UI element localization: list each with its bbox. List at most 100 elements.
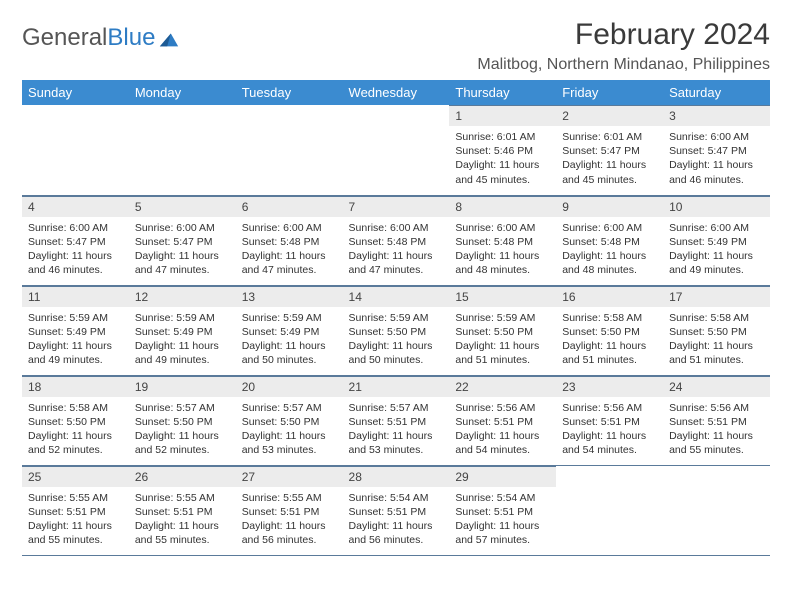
day-header: Wednesday (343, 80, 450, 105)
calendar-day-cell: 1Sunrise: 6:01 AMSunset: 5:46 PMDaylight… (449, 105, 556, 195)
calendar-day-cell: 27Sunrise: 5:55 AMSunset: 5:51 PMDayligh… (236, 465, 343, 555)
sunrise-line: Sunrise: 5:54 AM (455, 491, 550, 505)
sunset-line: Sunset: 5:50 PM (349, 325, 444, 339)
day-data: Sunrise: 6:00 AMSunset: 5:48 PMDaylight:… (343, 217, 450, 284)
sunrise-line: Sunrise: 5:55 AM (242, 491, 337, 505)
sunrise-line: Sunrise: 6:00 AM (669, 130, 764, 144)
day-number: 29 (449, 466, 556, 487)
day-number: 23 (556, 376, 663, 397)
daylight-line: Daylight: 11 hours and 52 minutes. (28, 429, 123, 457)
day-data: Sunrise: 5:56 AMSunset: 5:51 PMDaylight:… (663, 397, 770, 464)
calendar-day-cell: 23Sunrise: 5:56 AMSunset: 5:51 PMDayligh… (556, 375, 663, 465)
day-data: Sunrise: 6:00 AMSunset: 5:48 PMDaylight:… (236, 217, 343, 284)
calendar-empty-cell (663, 465, 770, 555)
daylight-line: Daylight: 11 hours and 46 minutes. (28, 249, 123, 277)
calendar-day-cell: 12Sunrise: 5:59 AMSunset: 5:49 PMDayligh… (129, 285, 236, 375)
daylight-line: Daylight: 11 hours and 55 minutes. (135, 519, 230, 547)
sunset-line: Sunset: 5:50 PM (28, 415, 123, 429)
sunset-line: Sunset: 5:50 PM (135, 415, 230, 429)
logo-triangle-icon (158, 28, 180, 50)
sunrise-line: Sunrise: 6:00 AM (349, 221, 444, 235)
sunset-line: Sunset: 5:46 PM (455, 144, 550, 158)
day-number: 13 (236, 286, 343, 307)
sunset-line: Sunset: 5:47 PM (28, 235, 123, 249)
calendar-day-cell: 22Sunrise: 5:56 AMSunset: 5:51 PMDayligh… (449, 375, 556, 465)
day-data: Sunrise: 6:00 AMSunset: 5:47 PMDaylight:… (663, 126, 770, 193)
day-number: 27 (236, 466, 343, 487)
day-number: 8 (449, 196, 556, 217)
sunrise-line: Sunrise: 5:56 AM (562, 401, 657, 415)
sunset-line: Sunset: 5:51 PM (28, 505, 123, 519)
sunrise-line: Sunrise: 6:00 AM (135, 221, 230, 235)
daylight-line: Daylight: 11 hours and 50 minutes. (242, 339, 337, 367)
day-data: Sunrise: 5:55 AMSunset: 5:51 PMDaylight:… (22, 487, 129, 554)
sunset-line: Sunset: 5:48 PM (242, 235, 337, 249)
day-number: 15 (449, 286, 556, 307)
sunrise-line: Sunrise: 5:56 AM (669, 401, 764, 415)
daylight-line: Daylight: 11 hours and 53 minutes. (349, 429, 444, 457)
daylight-line: Daylight: 11 hours and 46 minutes. (669, 158, 764, 186)
sunrise-line: Sunrise: 6:00 AM (455, 221, 550, 235)
daylight-line: Daylight: 11 hours and 56 minutes. (242, 519, 337, 547)
day-data: Sunrise: 6:00 AMSunset: 5:47 PMDaylight:… (22, 217, 129, 284)
day-number: 5 (129, 196, 236, 217)
daylight-line: Daylight: 11 hours and 51 minutes. (669, 339, 764, 367)
day-data: Sunrise: 5:59 AMSunset: 5:49 PMDaylight:… (129, 307, 236, 374)
day-number: 1 (449, 105, 556, 126)
sunrise-line: Sunrise: 6:00 AM (242, 221, 337, 235)
calendar-empty-cell (22, 105, 129, 195)
sunrise-line: Sunrise: 6:01 AM (455, 130, 550, 144)
day-number: 19 (129, 376, 236, 397)
day-header: Monday (129, 80, 236, 105)
day-number: 18 (22, 376, 129, 397)
daylight-line: Daylight: 11 hours and 47 minutes. (242, 249, 337, 277)
day-data: Sunrise: 5:59 AMSunset: 5:50 PMDaylight:… (449, 307, 556, 374)
calendar-day-cell: 10Sunrise: 6:00 AMSunset: 5:49 PMDayligh… (663, 195, 770, 285)
day-header: Tuesday (236, 80, 343, 105)
calendar-day-cell: 3Sunrise: 6:00 AMSunset: 5:47 PMDaylight… (663, 105, 770, 195)
calendar-day-cell: 29Sunrise: 5:54 AMSunset: 5:51 PMDayligh… (449, 465, 556, 555)
sunset-line: Sunset: 5:48 PM (455, 235, 550, 249)
day-number: 24 (663, 376, 770, 397)
day-number: 21 (343, 376, 450, 397)
day-number: 9 (556, 196, 663, 217)
day-data: Sunrise: 5:59 AMSunset: 5:49 PMDaylight:… (22, 307, 129, 374)
day-number: 7 (343, 196, 450, 217)
sunset-line: Sunset: 5:50 PM (562, 325, 657, 339)
calendar-table: SundayMondayTuesdayWednesdayThursdayFrid… (22, 80, 770, 556)
sunrise-line: Sunrise: 5:59 AM (28, 311, 123, 325)
day-header: Friday (556, 80, 663, 105)
calendar-day-cell: 11Sunrise: 5:59 AMSunset: 5:49 PMDayligh… (22, 285, 129, 375)
calendar-week-row: 25Sunrise: 5:55 AMSunset: 5:51 PMDayligh… (22, 465, 770, 555)
calendar-day-cell: 7Sunrise: 6:00 AMSunset: 5:48 PMDaylight… (343, 195, 450, 285)
day-data: Sunrise: 6:01 AMSunset: 5:46 PMDaylight:… (449, 126, 556, 193)
calendar-week-row: 18Sunrise: 5:58 AMSunset: 5:50 PMDayligh… (22, 375, 770, 465)
day-number: 26 (129, 466, 236, 487)
daylight-line: Daylight: 11 hours and 55 minutes. (28, 519, 123, 547)
day-data: Sunrise: 5:56 AMSunset: 5:51 PMDaylight:… (449, 397, 556, 464)
daylight-line: Daylight: 11 hours and 48 minutes. (455, 249, 550, 277)
sunrise-line: Sunrise: 5:55 AM (28, 491, 123, 505)
sunset-line: Sunset: 5:48 PM (349, 235, 444, 249)
daylight-line: Daylight: 11 hours and 49 minutes. (28, 339, 123, 367)
day-data: Sunrise: 6:00 AMSunset: 5:49 PMDaylight:… (663, 217, 770, 284)
daylight-line: Daylight: 11 hours and 51 minutes. (455, 339, 550, 367)
day-data: Sunrise: 6:00 AMSunset: 5:48 PMDaylight:… (556, 217, 663, 284)
sunrise-line: Sunrise: 5:58 AM (28, 401, 123, 415)
sunrise-line: Sunrise: 5:59 AM (242, 311, 337, 325)
sunset-line: Sunset: 5:49 PM (28, 325, 123, 339)
sunrise-line: Sunrise: 6:00 AM (562, 221, 657, 235)
day-data: Sunrise: 5:59 AMSunset: 5:50 PMDaylight:… (343, 307, 450, 374)
sunrise-line: Sunrise: 5:58 AM (562, 311, 657, 325)
day-header: Sunday (22, 80, 129, 105)
day-data: Sunrise: 5:56 AMSunset: 5:51 PMDaylight:… (556, 397, 663, 464)
calendar-day-cell: 25Sunrise: 5:55 AMSunset: 5:51 PMDayligh… (22, 465, 129, 555)
sunrise-line: Sunrise: 5:59 AM (455, 311, 550, 325)
sunset-line: Sunset: 5:51 PM (455, 505, 550, 519)
daylight-line: Daylight: 11 hours and 52 minutes. (135, 429, 230, 457)
calendar-day-cell: 13Sunrise: 5:59 AMSunset: 5:49 PMDayligh… (236, 285, 343, 375)
calendar-day-cell: 9Sunrise: 6:00 AMSunset: 5:48 PMDaylight… (556, 195, 663, 285)
daylight-line: Daylight: 11 hours and 49 minutes. (669, 249, 764, 277)
sunrise-line: Sunrise: 5:57 AM (349, 401, 444, 415)
logo: GeneralBlue (22, 18, 180, 52)
